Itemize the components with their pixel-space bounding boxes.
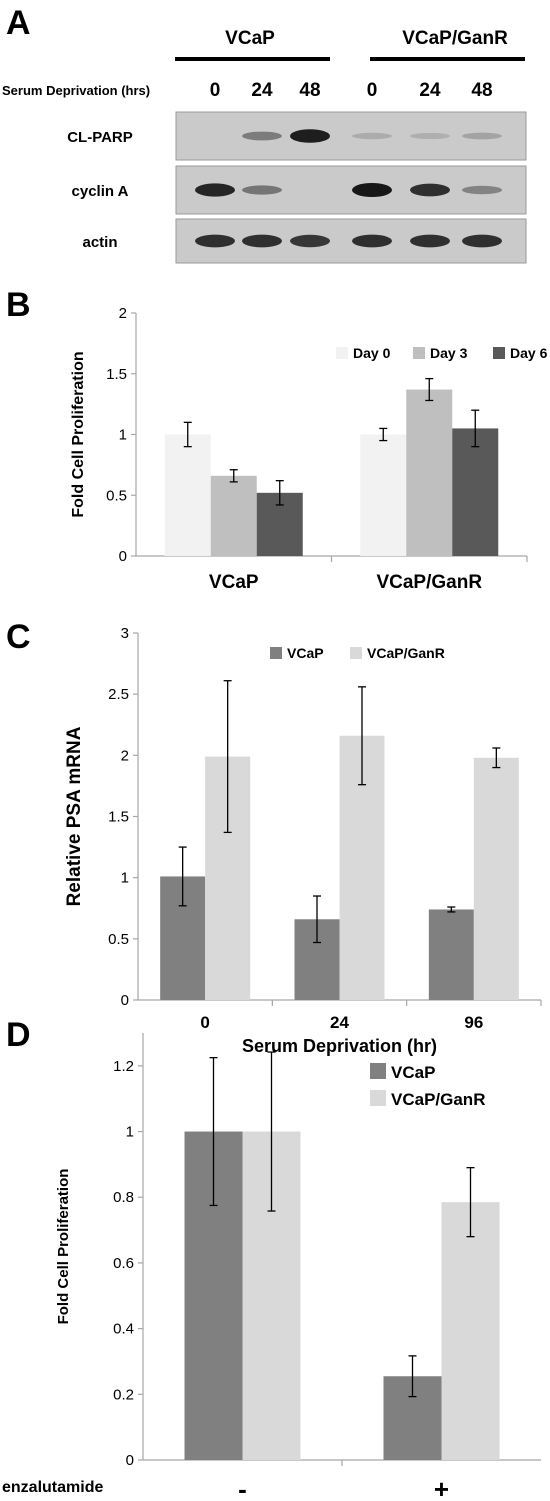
- chart-c: 0 0.5 1 1.5 2 2.5 3 0 24 96 Relative PSA mRNA Serum…: [64, 625, 542, 1056]
- y-tick-label: 0.4: [113, 1321, 134, 1338]
- blot-label: CL-PARP: [67, 129, 133, 146]
- panel-d: D 0 0.2 0.4 0.6 0.8 1 1.2 - + Fold Cell Prolifera…: [2, 1016, 541, 1501]
- blot-band: [462, 132, 502, 140]
- western-blots: CL-PARP cyclin A actin: [67, 111, 527, 264]
- y-tick-label: 2: [119, 305, 127, 322]
- serum-deprivation-header: Serum Deprivation (hrs): [2, 83, 150, 98]
- bar: [441, 1202, 500, 1460]
- group-line-vcap-ganr: [370, 57, 525, 61]
- legend-label: Day 6: [510, 345, 548, 361]
- blot-membrane: [175, 111, 527, 161]
- y-tick-label: 0.5: [106, 487, 127, 504]
- blot-band: [352, 234, 392, 248]
- panel-b: B 0 0.5 1 1.5 2 VCaP VCaP/GanR Fold Cell Prolif…: [6, 286, 548, 593]
- lane-label: 24: [251, 80, 273, 101]
- y-tick-label: 1: [119, 427, 127, 444]
- x-category-label: VCaP/GanR: [376, 572, 482, 593]
- panel-a-letter: A: [6, 4, 31, 42]
- y-tick-label: 0.8: [113, 1189, 134, 1206]
- legend-swatch: [370, 1063, 386, 1079]
- chart-d: 0 0.2 0.4 0.6 0.8 1 1.2 - + Fold Cell Proliferati…: [2, 1033, 541, 1501]
- blot-band: [290, 129, 330, 143]
- legend-swatch: [270, 647, 282, 659]
- legend-label: Day 3: [430, 345, 468, 361]
- bar: [360, 434, 407, 556]
- y-axis-title: Fold Cell Proliferation: [70, 351, 87, 517]
- panel-c: C 0 0.5 1 1.5 2 2.5 3 0 24 96 Relative PSA mRNA Ser…: [6, 618, 542, 1056]
- panel-b-letter: B: [6, 286, 31, 324]
- y-axis-title: Fold Cell Proliferation: [55, 1169, 72, 1325]
- blot-band: [410, 132, 450, 140]
- lane-label: 0: [210, 80, 221, 101]
- y-tick-label: 1.5: [106, 366, 127, 383]
- panel-a: A VCaP VCaP/GanR Serum Deprivation (hrs)…: [2, 4, 527, 264]
- blot-band: [410, 183, 450, 197]
- y-tick-label: 0.2: [113, 1386, 134, 1403]
- y-tick-label: 3: [121, 625, 129, 642]
- y-tick-label: 1.2: [113, 1058, 134, 1075]
- blot-band: [290, 234, 330, 248]
- x-axis-title: enzalutamide: [2, 1479, 103, 1496]
- legend-swatch: [350, 647, 362, 659]
- y-tick-label: 0: [119, 548, 127, 565]
- y-tick-label: 2.5: [108, 686, 129, 703]
- y-tick-label: 0: [121, 992, 129, 1009]
- legend-label: VCaP/GanR: [391, 1090, 485, 1109]
- x-category-label: 96: [464, 1013, 483, 1032]
- y-axis-title: Relative PSA mRNA: [64, 726, 85, 906]
- legend-swatch: [370, 1090, 386, 1106]
- group-line-vcap: [175, 57, 330, 61]
- chart-b: 0 0.5 1 1.5 2 VCaP VCaP/GanR Fold Cell Prolifer…: [70, 305, 548, 593]
- x-category-label: -: [238, 1474, 247, 1501]
- legend-label: VCaP/GanR: [367, 645, 445, 661]
- blot-band: [462, 234, 502, 248]
- panel-c-letter: C: [6, 618, 31, 656]
- x-axis-title: Serum Deprivation (hr): [242, 1036, 437, 1056]
- lane-label: 48: [299, 80, 320, 101]
- blot-band: [410, 234, 450, 248]
- blot-label: actin: [82, 234, 117, 251]
- group-label-vcap: VCaP: [225, 28, 275, 49]
- blot-band: [242, 185, 282, 195]
- legend-label: VCaP: [391, 1063, 435, 1082]
- legend-swatch: [413, 347, 425, 359]
- legend-swatch: [336, 347, 348, 359]
- blot-band: [352, 183, 392, 197]
- bar: [210, 475, 257, 556]
- panel-d-letter: D: [6, 1016, 31, 1054]
- blot-band: [242, 131, 282, 141]
- y-tick-label: 0.5: [108, 931, 129, 948]
- blot-band: [242, 234, 282, 248]
- y-tick-label: 2: [121, 747, 129, 764]
- y-tick-label: 0: [126, 1452, 134, 1469]
- bar: [452, 428, 499, 556]
- y-tick-label: 0.6: [113, 1255, 134, 1272]
- blot-band: [352, 132, 392, 140]
- blot-label: cyclin A: [72, 183, 129, 200]
- y-tick-label: 1: [121, 870, 129, 887]
- lane-labels: 0 24 48 0 24 48: [210, 80, 493, 101]
- lane-label: 0: [367, 80, 378, 101]
- y-tick-label: 1: [126, 1124, 134, 1141]
- x-category-label: VCaP: [209, 572, 259, 593]
- x-category-label: 24: [330, 1013, 349, 1032]
- bar: [406, 389, 453, 556]
- group-label-vcap-ganr: VCaP/GanR: [402, 28, 508, 49]
- lane-label: 24: [419, 80, 441, 101]
- blot-band: [195, 183, 235, 197]
- bar: [428, 909, 474, 1000]
- bar: [473, 757, 519, 1000]
- bar: [164, 434, 211, 556]
- x-category-label: 0: [200, 1013, 209, 1032]
- y-tick-label: 1.5: [108, 809, 129, 826]
- legend-label: Day 0: [353, 345, 391, 361]
- legend-swatch: [493, 347, 505, 359]
- x-category-label: +: [434, 1474, 449, 1501]
- blot-band: [195, 234, 235, 248]
- legend-label: VCaP: [287, 645, 324, 661]
- lane-label: 48: [471, 80, 492, 101]
- blot-band: [462, 185, 502, 195]
